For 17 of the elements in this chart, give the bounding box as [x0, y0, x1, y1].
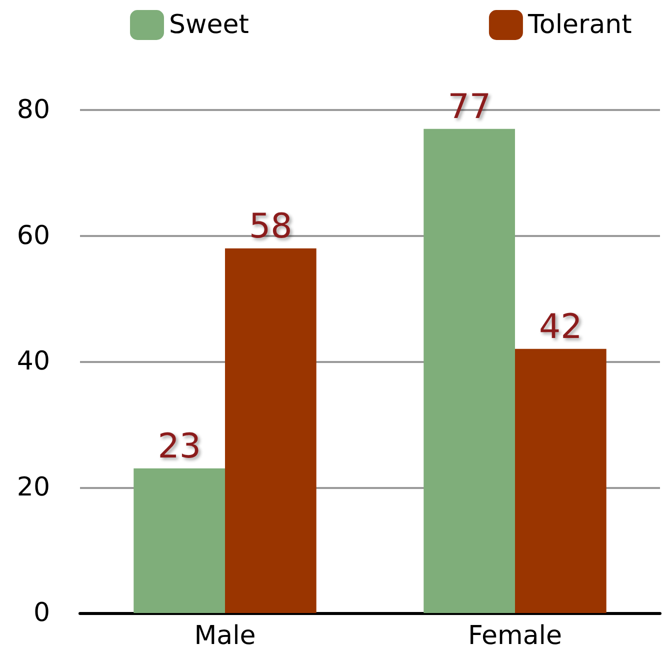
- y-tick-label: 20: [16, 472, 50, 502]
- x-tick-label: Female: [468, 621, 562, 651]
- y-tick-label: 60: [16, 220, 50, 251]
- data-label: 42: [539, 306, 582, 347]
- bar: [225, 248, 316, 613]
- bar: [424, 128, 515, 613]
- x-tick-label: Male: [194, 621, 256, 651]
- legend-label: Sweet: [169, 10, 249, 40]
- y-tick-label: 80: [16, 95, 50, 125]
- legend-label: Tolerant: [526, 10, 632, 40]
- y-tick-label: 0: [33, 598, 50, 628]
- data-label: 23: [158, 426, 201, 466]
- bar: [134, 468, 225, 613]
- data-label: 77: [448, 86, 491, 127]
- y-tick-label: 40: [16, 346, 50, 376]
- data-label: 58: [249, 206, 292, 246]
- bar: [515, 348, 606, 613]
